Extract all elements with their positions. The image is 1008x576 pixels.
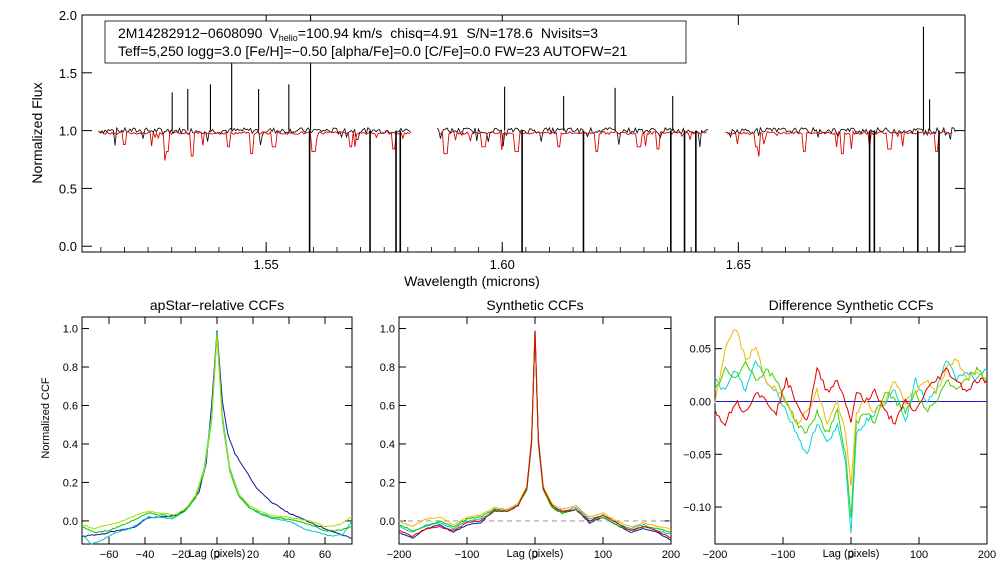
- synthetic-ccf-xtick-label: 0: [532, 549, 538, 561]
- difference-ccf-panel: −200 −100 0 100 200 −0.10 −0.05 0.00 0.05 Differ…: [683, 297, 996, 561]
- difference-ccf-ytick-label: −0.10: [683, 502, 711, 514]
- apstar-ccf-xtick-label: 20: [247, 549, 259, 561]
- synthetic-ccf-frame: [398, 316, 672, 545]
- info-nvisits: Nvisits=3: [541, 25, 598, 41]
- spectrum-model-line: [438, 130, 707, 155]
- synthetic-ccf-series-visit-2: [398, 330, 672, 533]
- synthetic-ccf-panel: −200 −100 0 100 200 0.0 0.2 0.4 0.6 0.8 1.0 Synthe…: [380, 297, 680, 561]
- spectrum-observed-line: [98, 126, 412, 146]
- difference-ccf-xtick-label: −200: [703, 549, 728, 561]
- spectrum-observed-line: [436, 126, 709, 147]
- synthetic-ccf-ytick-label: 0.8: [380, 362, 395, 374]
- apstar-ccf-series-visit-2: [81, 334, 353, 534]
- apstar-ccf-ytick-label: 0.6: [63, 400, 78, 412]
- synthetic-ccf-ytick-label: 0.6: [380, 400, 395, 412]
- spectrum-observed-line: [725, 126, 956, 140]
- difference-ccf-xlabel: Lag (pixels): [823, 548, 880, 560]
- apstar-ccf-ytick-label: 1.0: [63, 324, 78, 336]
- apstar-ccf-frame: [81, 316, 353, 545]
- synthetic-ccf-series-visit-3: [398, 330, 672, 530]
- apstar-ccf-series-visit-1: [81, 332, 353, 545]
- info-vhelio-label: V: [269, 25, 279, 41]
- difference-ccf-series-visit-3: [714, 329, 988, 486]
- apstar-ccf-panel: −60 −40 −20 0 20 40 60 0.0 0.2 0.4 0.6 0.8 1.0 apSta…: [40, 297, 353, 561]
- apstar-ccf-ytick-label: 0.4: [63, 439, 78, 451]
- apstar-ccf-title: apStar−relative CCFs: [150, 297, 284, 313]
- spectrum-ytick-label: 0.5: [59, 181, 77, 196]
- spectrum-ytick-label: 0.0: [59, 239, 77, 254]
- apstar-ccf-ylabel: Normalized CCF: [40, 377, 52, 459]
- apstar-ccf-ytick-label: 0.8: [63, 362, 78, 374]
- synthetic-ccf-series-visit-4: [398, 330, 672, 539]
- info-vhelio-sub: helio: [279, 33, 298, 43]
- info-chisq: chisq=4.91: [390, 25, 458, 41]
- info-vhelio-value: =100.94 km/s: [298, 25, 382, 41]
- spectrum-frame: [81, 14, 966, 253]
- synthetic-ccf-title: Synthetic CCFs: [486, 297, 583, 313]
- apstar-ccf-xtick-label: −40: [136, 549, 155, 561]
- synthetic-ccf-xtick-label: −100: [455, 549, 480, 561]
- synthetic-ccf-xtick-label: 100: [594, 549, 612, 561]
- difference-ccf-xtick-label: 0: [848, 549, 854, 561]
- apstar-ccf-xtick-label: 60: [319, 549, 331, 561]
- apstar-ccf-xtick-label: 0: [214, 549, 220, 561]
- synthetic-ccf-xlabel: Lag (pixels): [507, 548, 564, 560]
- synthetic-ccf-series-combined: [398, 330, 672, 541]
- spectrum-model-line: [100, 130, 410, 161]
- spectrum-ytick-label: 1.5: [59, 66, 77, 81]
- info-sn: S/N=178.6: [466, 25, 533, 41]
- apstar-ccf-series-visit-3: [81, 334, 353, 530]
- synthetic-ccf-xtick-label: 200: [662, 549, 680, 561]
- difference-ccf-xtick-label: 200: [978, 549, 996, 561]
- spectrum-panel: 1.55 1.60 1.65 0.0 0.5 1.0 1.5 2.0 Wavelength (…: [29, 8, 966, 289]
- difference-ccf-series-visit-4: [714, 366, 988, 427]
- difference-ccf-xtick-label: 100: [910, 549, 928, 561]
- apstar-ccf-ytick-label: 0.2: [63, 477, 78, 489]
- difference-ccf-series-visit-1: [714, 359, 988, 534]
- spectrum-ylabel: Normalized Flux: [29, 82, 45, 183]
- spectrum-xtick-label: 1.60: [490, 257, 515, 272]
- apstar-ccf-xlabel: Lag (pixels): [189, 548, 246, 560]
- synthetic-ccf-xtick-label: −200: [387, 549, 412, 561]
- apstar-ccf-xtick-label: 40: [283, 549, 295, 561]
- synthetic-ccf-series-visit-1: [398, 330, 672, 535]
- spectrum-model-line: [727, 130, 953, 157]
- synthetic-ccf-ytick-label: 0.4: [380, 439, 395, 451]
- synthetic-ccf-ytick-label: 0.2: [380, 477, 395, 489]
- spectrum-xtick-label: 1.55: [253, 257, 278, 272]
- difference-ccf-ytick-label: −0.05: [683, 449, 711, 461]
- difference-ccf-ytick-label: 0.00: [690, 396, 711, 408]
- synthetic-ccf-ytick-label: 0.0: [380, 516, 395, 528]
- spectrum-xlabel: Wavelength (microns): [404, 273, 540, 289]
- difference-ccf-xtick-label: −100: [771, 549, 796, 561]
- difference-ccf-title: Difference Synthetic CCFs: [769, 297, 934, 313]
- info-star-id: 2M14282912−0608090: [118, 25, 263, 41]
- info-box: [104, 20, 687, 64]
- apstar-ccf-series-combined: [81, 330, 353, 539]
- apstar-ccf-xtick-label: −60: [100, 549, 119, 561]
- spectrum-ytick-label: 1.0: [59, 124, 77, 139]
- info-line-1: 2M14282912−0608090 Vhelio=100.94 km/s chis…: [118, 25, 598, 43]
- info-line-2: Teff=5,250 logg=3.0 [Fe/H]=−0.50 [alpha/…: [118, 43, 627, 59]
- spectrum-xtick-label: 1.65: [726, 257, 751, 272]
- apstar-ccf-ytick-label: 0.0: [63, 516, 78, 528]
- synthetic-ccf-ytick-label: 1.0: [380, 324, 395, 336]
- difference-ccf-series-visit-2: [714, 360, 988, 518]
- difference-ccf-ytick-label: 0.05: [690, 344, 711, 356]
- apstar-ccf-xtick-label: −20: [172, 549, 191, 561]
- spectrum-ytick-label: 2.0: [59, 8, 77, 23]
